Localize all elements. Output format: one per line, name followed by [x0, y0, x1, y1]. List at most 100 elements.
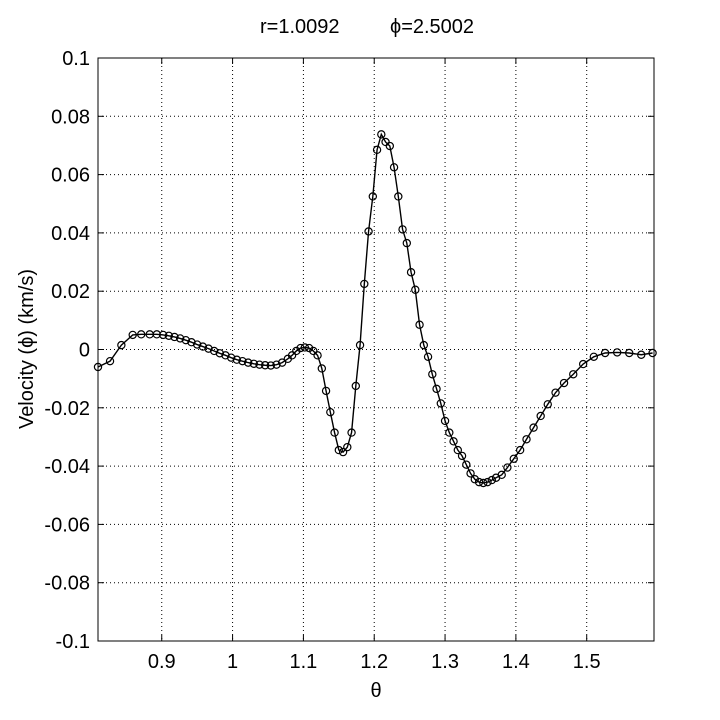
data-point: [296, 343, 305, 353]
data-point: [175, 334, 185, 343]
x-tick-label: 1.1: [289, 651, 317, 673]
data-point: [330, 428, 339, 437]
data-point: [287, 351, 297, 360]
data-point: [93, 362, 103, 372]
data-point: [255, 360, 264, 369]
data-point: [423, 352, 433, 361]
data-point: [543, 400, 552, 409]
data-point: [313, 351, 322, 360]
data-point: [221, 351, 230, 360]
data-point: [637, 350, 646, 359]
y-tick-label: 0.02: [51, 281, 90, 303]
data-point: [394, 192, 403, 201]
data-point: [453, 445, 463, 455]
data-point: [551, 388, 560, 397]
chart-title-phi: ϕ=2.5002: [390, 16, 474, 38]
data-point: [419, 340, 429, 350]
y-tick-labels: 0.1 0.08 0.06 0.04 0.02 0 -0.02 -0.04 -0.06 -0.08…: [44, 48, 90, 653]
chart-title-r: r=1.0092: [260, 16, 340, 38]
data-point: [321, 386, 331, 396]
data-point: [509, 454, 518, 464]
data-point: [249, 359, 259, 368]
data-point: [360, 279, 369, 289]
data-point: [364, 227, 373, 236]
data-point: [648, 348, 657, 358]
data-point: [625, 348, 634, 358]
data-point: [317, 364, 327, 373]
data-point: [309, 346, 318, 356]
data-point: [569, 370, 578, 379]
data-point: [522, 435, 531, 444]
data-point: [198, 342, 208, 351]
data-point: [483, 477, 492, 487]
data-point: [204, 344, 213, 353]
data-point: [304, 343, 314, 353]
data-point: [589, 352, 599, 361]
data-point: [292, 346, 301, 356]
data-point: [536, 411, 545, 421]
data-point: [385, 141, 395, 151]
x-tick-label: 1: [227, 651, 238, 673]
data-point: [515, 445, 525, 455]
data-point: [300, 343, 310, 352]
x-tick-label: 1.5: [573, 651, 601, 673]
y-tick-label: -0.04: [44, 456, 90, 478]
data-point: [411, 285, 420, 294]
data-point: [215, 349, 225, 358]
y-tick-label: 0.08: [51, 106, 90, 128]
data-point: [559, 378, 569, 388]
data-point: [398, 225, 407, 234]
y-tick-label: 0: [79, 340, 90, 362]
y-tick-label: 0.04: [51, 223, 90, 245]
data-point: [117, 340, 126, 350]
y-tick-label: 0.1: [62, 48, 90, 70]
x-tick-labels: 0.9 1 1.1 1.2 1.3 1.4 1.5: [148, 651, 601, 673]
data-point: [187, 338, 196, 347]
data-point: [436, 399, 446, 408]
data-point: [105, 356, 115, 366]
grid: [98, 58, 654, 641]
data-point: [260, 361, 270, 370]
data-point: [470, 475, 480, 484]
data-point: [272, 360, 281, 369]
data-point: [487, 475, 496, 485]
data-point: [232, 355, 242, 364]
ticks: [98, 57, 654, 642]
data-point: [243, 358, 253, 367]
data-point: [343, 442, 352, 452]
data-point: [402, 238, 412, 248]
data-point: [164, 331, 174, 340]
data-point: [479, 478, 488, 488]
data-point: [152, 330, 161, 339]
series-markers: [93, 130, 657, 488]
data-point: [355, 340, 365, 350]
data-point: [226, 353, 236, 362]
data-point: [474, 477, 484, 487]
data-point: [137, 330, 146, 339]
data-point: [209, 346, 219, 356]
data-point: [497, 470, 506, 480]
data-point: [368, 192, 378, 201]
data-point: [389, 163, 399, 172]
x-tick-label: 1.3: [431, 651, 459, 673]
data-point: [406, 268, 416, 277]
data-point: [326, 407, 335, 417]
data-point: [440, 416, 450, 426]
y-tick-label: -0.06: [44, 514, 90, 536]
y-tick-label: -0.1: [56, 631, 90, 653]
data-point: [181, 335, 191, 345]
data-point: [503, 463, 512, 472]
data-point: [266, 361, 276, 370]
y-tick-label: -0.02: [44, 398, 90, 420]
data-point: [377, 130, 386, 139]
data-point: [158, 330, 168, 340]
y-tick-label: 0.06: [51, 165, 90, 187]
data-point: [612, 348, 622, 357]
data-point: [372, 145, 382, 155]
data-point: [347, 428, 356, 437]
y-axis-label: Velocity (ϕ) (km/s): [16, 269, 38, 429]
y-tick-label: -0.08: [44, 573, 90, 595]
x-axis-label: θ: [370, 680, 381, 702]
